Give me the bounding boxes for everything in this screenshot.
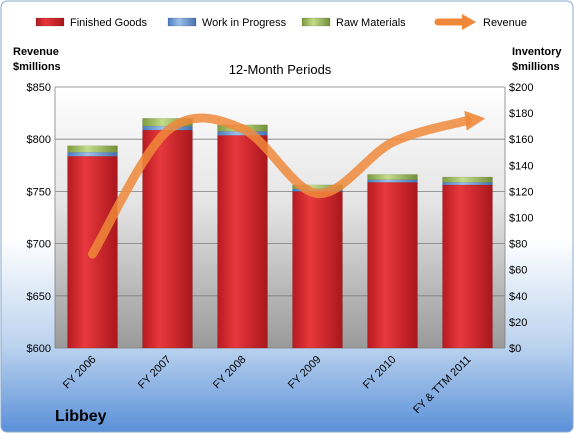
legend-label-finished-goods: Finished Goods	[70, 17, 148, 29]
right-axis-title-line2: $millions	[512, 61, 560, 73]
right-tick-label: $160	[509, 134, 533, 146]
bar-work-in-progress	[442, 182, 493, 186]
revenue-line	[88, 113, 472, 259]
revenue-line-layer	[88, 110, 486, 259]
legend-swatch-raw-materials	[301, 17, 331, 27]
right-tick-label: $140	[509, 160, 533, 172]
left-tick-label: $600	[27, 343, 51, 355]
left-axis-title-line2: $millions	[13, 61, 61, 73]
left-tick-label: $750	[27, 186, 51, 198]
legend-swatch-finished-goods	[35, 17, 65, 27]
right-axis-title-line1: Inventory	[512, 46, 562, 58]
left-tick-label: $700	[27, 239, 51, 251]
left-tick-label: $800	[27, 134, 51, 146]
gridlines	[54, 86, 506, 349]
left-tick-label: $650	[27, 291, 51, 303]
bar-work-in-progress	[367, 179, 418, 183]
left-tick-label: $850	[27, 82, 51, 94]
company-name: Libbey	[55, 408, 107, 425]
right-tick-label: $60	[509, 265, 527, 277]
left-axis-title-line1: Revenue	[13, 46, 59, 58]
bar-raw-materials	[367, 174, 418, 180]
bars	[67, 118, 493, 349]
bar-finished-goods	[292, 191, 343, 349]
bar-work-in-progress	[67, 152, 118, 157]
chart-subtitle: 12-Month Periods	[229, 62, 332, 77]
right-tick-label: $0	[509, 343, 521, 355]
revenue-arrowhead	[464, 110, 486, 131]
right-tick-label: $200	[509, 82, 533, 94]
right-tick-label: $80	[509, 239, 527, 251]
right-tick-label: $100	[509, 213, 533, 225]
bar-raw-materials	[67, 145, 118, 153]
legend-label-work-in-progress: Work in Progress	[202, 17, 287, 29]
bar-finished-goods	[367, 182, 418, 349]
right-tick-label: $180	[509, 108, 533, 120]
right-tick-label: $40	[509, 291, 527, 303]
bar-finished-goods	[442, 184, 493, 349]
bar-finished-goods	[217, 135, 268, 349]
bar-raw-materials	[442, 176, 493, 183]
legend-swatch-work-in-progress	[167, 17, 197, 27]
legend-arrowhead	[462, 14, 476, 30]
right-tick-label: $120	[509, 186, 533, 198]
legend-label-revenue: Revenue	[483, 17, 527, 29]
right-tick-label: $20	[509, 317, 527, 329]
bar-finished-goods	[142, 129, 193, 349]
legend-label-raw-materials: Raw Materials	[336, 17, 406, 29]
legend: Finished Goods Work in Progress Raw Materi…	[35, 14, 527, 30]
